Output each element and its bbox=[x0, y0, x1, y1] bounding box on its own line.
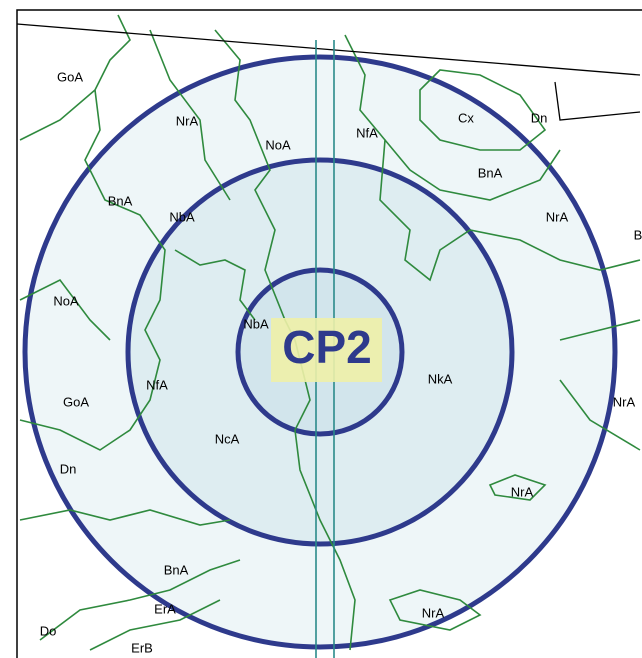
soil-label: BnA bbox=[164, 562, 189, 577]
soil-label: Dn bbox=[531, 110, 548, 125]
soil-label: GoA bbox=[63, 394, 89, 409]
soil-label: ErB bbox=[131, 640, 153, 655]
soil-label: NrA bbox=[546, 209, 569, 224]
label-highlight bbox=[271, 318, 382, 382]
soil-label: Do bbox=[40, 623, 57, 638]
soil-label: NfA bbox=[356, 125, 378, 140]
soil-label: BnA bbox=[108, 193, 133, 208]
soil-label: NbA bbox=[169, 209, 195, 224]
soil-label: BnA bbox=[478, 165, 503, 180]
soil-label: NkA bbox=[428, 371, 453, 386]
soil-label: NrA bbox=[613, 394, 636, 409]
soil-label: ErA bbox=[154, 601, 176, 616]
soil-label: B bbox=[634, 227, 642, 242]
soil-label: Dn bbox=[60, 461, 77, 476]
soil-label: NcA bbox=[215, 431, 240, 446]
boundary-line bbox=[554, 81, 641, 121]
center-label: CP2 bbox=[282, 321, 371, 373]
soil-label: NfA bbox=[146, 377, 168, 392]
soil-label: NoA bbox=[53, 293, 79, 308]
soil-label: NoA bbox=[265, 137, 291, 152]
soil-label: NrA bbox=[511, 484, 534, 499]
boundary-line bbox=[16, 23, 641, 76]
soil-label: NbA bbox=[243, 316, 269, 331]
soil-label: NrA bbox=[422, 605, 445, 620]
soil-boundaries bbox=[19, 14, 641, 651]
soil-label: GoA bbox=[57, 69, 83, 84]
soil-label: NrA bbox=[176, 113, 199, 128]
soil-label: Cx bbox=[458, 110, 474, 125]
